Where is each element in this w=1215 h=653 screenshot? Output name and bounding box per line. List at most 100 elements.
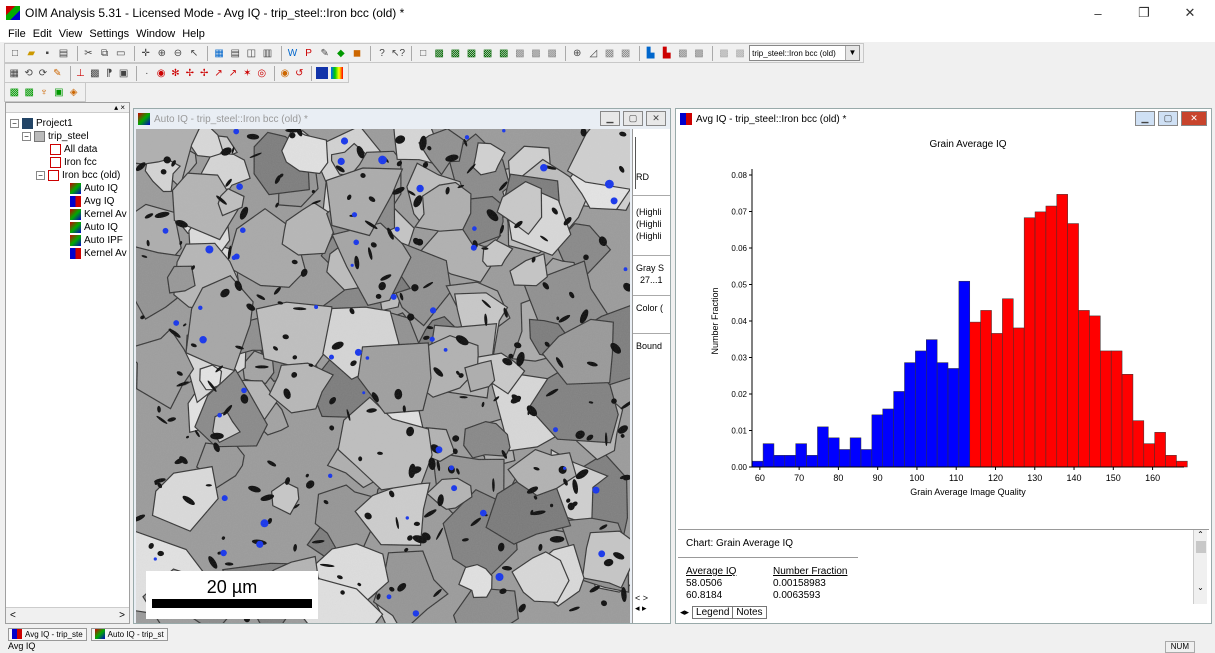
- scroll-down-icon[interactable]: ⌄: [1197, 583, 1204, 592]
- highlight-icon[interactable]: ◉: [280, 67, 290, 79]
- copy-icon[interactable]: ⧉: [101, 47, 109, 59]
- side-panel-scroll[interactable]: < > ◂ ▸: [635, 593, 648, 613]
- tree-item-map[interactable]: Auto IPF: [70, 234, 123, 247]
- tree-horizontal-scrollbar[interactable]: < >: [6, 607, 129, 623]
- tree-item-dataset[interactable]: − trip_steel: [22, 130, 89, 143]
- color-swatch-icon[interactable]: [316, 65, 329, 81]
- close-icon[interactable]: ✕: [1181, 111, 1207, 126]
- menu-edit[interactable]: Edit: [32, 28, 52, 40]
- diamond-icon[interactable]: ◈: [69, 86, 78, 98]
- task-auto-iq[interactable]: Auto IQ - trip_st: [90, 627, 168, 641]
- close-button[interactable]: ✕: [1184, 5, 1196, 20]
- close-icon[interactable]: ✕: [646, 111, 666, 126]
- pole-figure-icon[interactable]: ⊕: [572, 47, 582, 59]
- collapse-icon[interactable]: −: [10, 119, 19, 128]
- data-vertical-scrollbar[interactable]: ⌃ ⌄: [1193, 530, 1207, 604]
- map-type-7-icon[interactable]: ▩: [531, 47, 541, 59]
- chart-icon[interactable]: ▥: [262, 47, 273, 59]
- target-icon[interactable]: ◎: [257, 67, 267, 79]
- triangle-icon[interactable]: ◿: [589, 47, 598, 59]
- cut-icon[interactable]: ✂: [84, 47, 93, 59]
- disabled-tool-1-icon[interactable]: ▩: [719, 47, 729, 59]
- context-help-icon[interactable]: ↖?: [391, 47, 406, 59]
- color-icon[interactable]: ◆: [337, 47, 345, 59]
- tree-item-chart[interactable]: Kernel Av: [70, 247, 127, 260]
- scroll-right-icon[interactable]: >: [119, 610, 125, 621]
- minimize-icon[interactable]: ▁: [1135, 111, 1155, 126]
- texture-plot-1-icon[interactable]: ▩: [604, 47, 615, 59]
- tree-item-map[interactable]: Auto IQ: [70, 182, 118, 195]
- map-type-2-icon[interactable]: ▩: [450, 47, 461, 59]
- menu-help[interactable]: Help: [182, 28, 205, 40]
- new-doc-icon[interactable]: □: [420, 47, 427, 59]
- arrow-icon[interactable]: ↗: [214, 67, 223, 79]
- palette-icon[interactable]: ◼: [352, 47, 362, 59]
- zoom-out-icon[interactable]: ⊖: [173, 47, 183, 59]
- scroll-up-icon[interactable]: ⌃: [1197, 530, 1204, 539]
- new-file-icon[interactable]: □: [12, 47, 19, 59]
- grain-2-icon[interactable]: ✢: [200, 67, 209, 79]
- histogram-4-icon[interactable]: ▩: [694, 47, 704, 59]
- star-icon[interactable]: ✶: [243, 67, 252, 79]
- table-icon[interactable]: ▦: [9, 67, 19, 79]
- task-avg-iq[interactable]: Avg IQ - trip_ste: [8, 627, 87, 641]
- texture-icon[interactable]: W: [287, 47, 298, 59]
- grid-sample-icon[interactable]: ▩: [90, 67, 100, 79]
- tree-item-map[interactable]: Auto IQ: [70, 221, 118, 234]
- point-select-icon[interactable]: ◉: [156, 67, 166, 79]
- boundary-icon[interactable]: ✻: [171, 67, 180, 79]
- collapse-icon[interactable]: −: [36, 171, 45, 180]
- map-type-5-icon[interactable]: ▩: [499, 47, 509, 59]
- map-overlay-icon[interactable]: ▩: [9, 86, 20, 98]
- lasso-icon[interactable]: ⟳: [38, 67, 48, 79]
- tag-icon[interactable]: ⁋: [106, 67, 113, 79]
- dataset-select[interactable]: trip_steel::Iron bcc (old) ▼: [749, 45, 860, 61]
- menu-settings[interactable]: Settings: [89, 28, 130, 40]
- print-icon[interactable]: ▤: [58, 47, 69, 59]
- tool-icon[interactable]: ✎: [320, 47, 329, 59]
- scroll-right-icon[interactable]: ◂ ▸: [635, 603, 647, 613]
- collapse-icon[interactable]: −: [22, 132, 31, 141]
- scroll-left-icon[interactable]: <: [10, 610, 16, 621]
- map-overlay-2-icon[interactable]: ▩: [24, 86, 34, 98]
- dot-icon[interactable]: ·: [145, 67, 149, 79]
- scroll-up-icon[interactable]: < >: [635, 593, 649, 603]
- texture-plot-2-icon[interactable]: ▩: [620, 47, 631, 59]
- maximize-icon[interactable]: ▢: [623, 111, 643, 126]
- crosshair-icon[interactable]: ✛: [141, 47, 150, 59]
- chip-icon[interactable]: ▣: [54, 86, 64, 98]
- menu-file[interactable]: File: [8, 28, 26, 40]
- iq-map-image[interactable]: 20 µm: [136, 129, 630, 623]
- flask-icon[interactable]: ♆: [40, 86, 48, 98]
- tree-item-map[interactable]: Kernel Av: [70, 208, 127, 221]
- ppf-icon[interactable]: P: [305, 47, 312, 59]
- tree-item-partition[interactable]: − Iron bcc (old): [36, 169, 120, 182]
- menu-window[interactable]: Window: [136, 28, 176, 40]
- map-icon[interactable]: ▦: [214, 47, 224, 59]
- brush-icon[interactable]: ✎: [53, 67, 62, 79]
- histogram-2-icon[interactable]: ▙: [662, 47, 671, 59]
- paste-icon[interactable]: ▭: [115, 47, 126, 59]
- tab-scroll-icon[interactable]: ◂▸: [680, 607, 690, 617]
- scroll-thumb[interactable]: [1195, 541, 1206, 553]
- minimize-button[interactable]: –: [1094, 5, 1102, 21]
- map-type-3-icon[interactable]: ▩: [466, 47, 477, 59]
- map-type-1-icon[interactable]: ▩: [434, 47, 444, 59]
- grid-icon[interactable]: ▤: [230, 47, 240, 59]
- histogram-3-icon[interactable]: ▩: [678, 47, 688, 59]
- pointer-icon[interactable]: ↖: [189, 47, 199, 59]
- tree-item-partition[interactable]: All data: [50, 143, 97, 156]
- tree-item-chart[interactable]: Avg IQ: [70, 195, 114, 208]
- help-icon[interactable]: ?: [379, 47, 385, 59]
- line-icon[interactable]: ↗: [228, 67, 238, 79]
- menu-view[interactable]: View: [58, 28, 83, 40]
- map-type-8-icon[interactable]: ▩: [547, 47, 557, 59]
- histogram-chart[interactable]: Grain Average IQ 60 70 80 90 100 110 120 130 140 1…: [678, 129, 1209, 529]
- tab-notes[interactable]: Notes: [732, 606, 767, 619]
- save-icon[interactable]: ▪: [45, 47, 50, 59]
- map-type-6-icon[interactable]: ▩: [515, 47, 525, 59]
- histogram-1-icon[interactable]: ▙: [646, 47, 655, 59]
- map-type-4-icon[interactable]: ▩: [482, 47, 493, 59]
- zoom-in-icon[interactable]: ⊕: [157, 47, 167, 59]
- maximize-icon[interactable]: ▢: [1158, 111, 1178, 126]
